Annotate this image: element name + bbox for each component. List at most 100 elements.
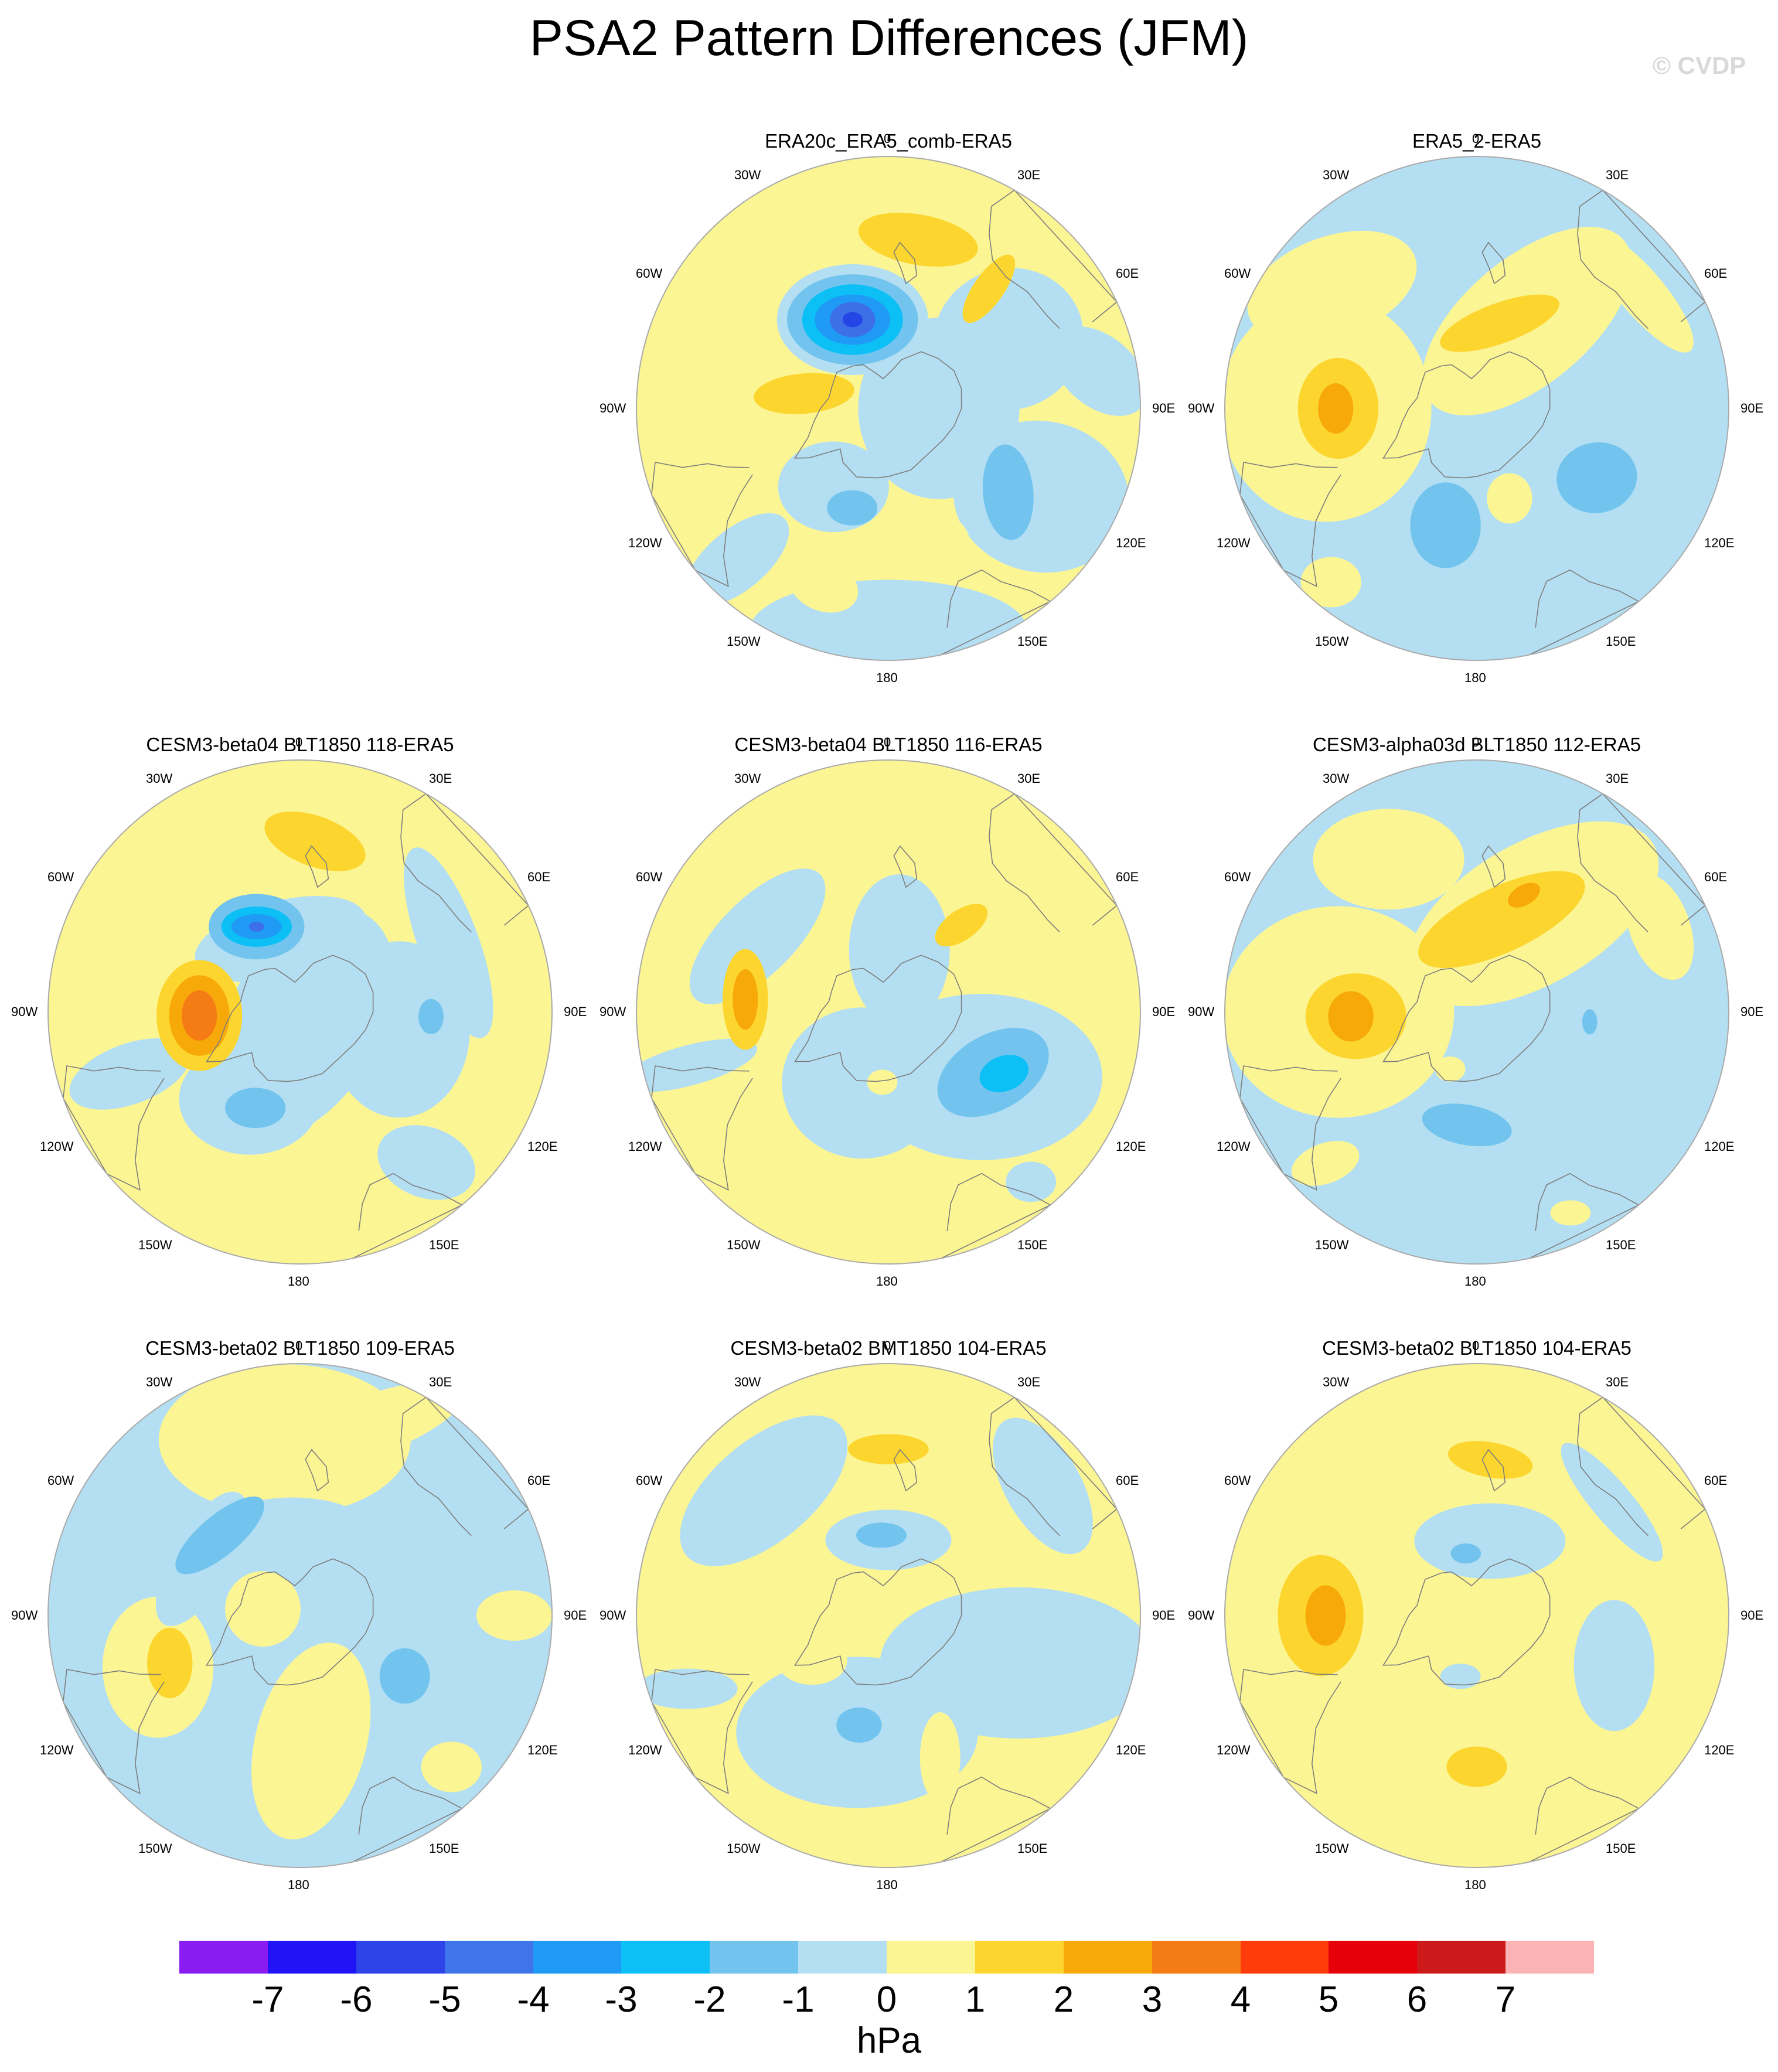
map-era5-2-era5 xyxy=(1225,156,1729,660)
contour-neg1 xyxy=(1414,1503,1566,1579)
longitude-label: 120W xyxy=(1217,536,1251,550)
antarctica-coast xyxy=(1382,1558,1551,1686)
longitude-label: 120W xyxy=(40,1139,74,1154)
contour-pos1 xyxy=(776,1634,847,1685)
longitude-label: 180 xyxy=(1464,1877,1486,1892)
contour-pos1 xyxy=(1300,557,1361,608)
contour-pos1 xyxy=(789,559,859,613)
contour-neg1 xyxy=(684,513,789,607)
longitude-label: 0 xyxy=(295,735,303,749)
australia-coast xyxy=(989,189,1118,329)
longitude-label: 60E xyxy=(527,1473,551,1488)
colorbar-swatch xyxy=(533,1941,622,1974)
longitude-label: 120E xyxy=(1116,1139,1146,1154)
contour-neg2 xyxy=(225,1088,286,1129)
colorbar-tick-label: -7 xyxy=(251,1979,284,2020)
south-america-coast xyxy=(651,1065,753,1191)
contour-neg1 xyxy=(1561,1443,1663,1562)
longitude-label: 30E xyxy=(1606,1375,1629,1389)
longitude-label: 60W xyxy=(636,870,663,884)
longitude-label: 90W xyxy=(1188,1608,1215,1623)
contour-pos1 xyxy=(251,1642,371,1840)
map-cesm3-beta04-blt1850-118-era5 xyxy=(48,760,552,1264)
longitude-label: 150E xyxy=(1606,1238,1636,1252)
longitude-label: 180 xyxy=(288,1274,309,1289)
contour-neg1 xyxy=(636,1038,758,1092)
colorbar-swatch xyxy=(1505,1941,1594,1974)
longitude-label: 150E xyxy=(429,1238,459,1252)
longitude-label: 120W xyxy=(628,1139,662,1154)
colorbar-tick-label: 0 xyxy=(876,1979,897,2020)
australia-coast xyxy=(1577,1396,1706,1536)
longitude-label: 0 xyxy=(1472,131,1480,146)
new-zealand-coast xyxy=(305,1449,329,1492)
colorbar-swatch xyxy=(887,1941,975,1974)
longitude-label: 60E xyxy=(527,870,551,884)
panel-title: CESM3-beta02 BLT1850 109-ERA5 xyxy=(145,1337,455,1359)
colorbar-swatch xyxy=(1417,1941,1506,1974)
map-cesm3-beta02-bmt1850-104-era5 xyxy=(636,1364,1140,1867)
longitude-label: 120W xyxy=(628,1743,662,1757)
australia-coast xyxy=(400,793,529,933)
longitude-label: 0 xyxy=(1472,735,1480,749)
contour-neg6 xyxy=(842,312,863,328)
contour-pos1 xyxy=(1313,809,1464,910)
contour-pos1 xyxy=(1487,473,1532,524)
colorbar-tick-label: -5 xyxy=(428,1979,461,2020)
panel-title: CESM3-beta02 BLT1850 104-ERA5 xyxy=(1322,1337,1631,1359)
longitude-label: 60E xyxy=(1116,1473,1139,1488)
contour-neg2 xyxy=(1450,1543,1481,1564)
contour-neg1 xyxy=(680,1415,848,1566)
antarctica-coast xyxy=(794,1558,962,1686)
longitude-label: 120E xyxy=(527,1139,558,1154)
contour-neg2 xyxy=(856,1522,907,1548)
africa-coast xyxy=(941,569,1052,656)
longitude-label: 90E xyxy=(1152,1608,1176,1623)
contour-neg1 xyxy=(880,1587,1140,1739)
antarctica-coast xyxy=(794,351,962,479)
colorbar-tick-label: -2 xyxy=(693,1979,726,2020)
colorbar-swatch xyxy=(975,1941,1064,1974)
africa-coast xyxy=(352,1173,464,1259)
longitude-label: 0 xyxy=(884,735,891,749)
longitude-label: 60W xyxy=(47,1473,74,1488)
contour-pos2 xyxy=(858,213,978,267)
figure-title: PSA2 Pattern Differences (JFM) xyxy=(529,10,1249,66)
longitude-label: 90W xyxy=(1188,1004,1215,1019)
longitude-label: 30E xyxy=(1017,771,1041,786)
colorbar-tick-label: 6 xyxy=(1406,1979,1428,2020)
longitude-label: 150W xyxy=(727,634,761,649)
south-america-coast xyxy=(63,1065,165,1191)
longitude-label: 120E xyxy=(1116,536,1146,550)
contour-neg2 xyxy=(836,1707,882,1743)
longitude-label: 30E xyxy=(1606,168,1629,182)
contour-neg1 xyxy=(636,1668,738,1709)
longitude-label: 150E xyxy=(429,1841,459,1856)
colorbar-tick-label: 1 xyxy=(965,1979,986,2020)
longitude-label: 60E xyxy=(1704,266,1728,281)
colorbar-swatch xyxy=(1063,1941,1152,1974)
longitude-label: 90E xyxy=(564,1608,587,1623)
map-boundary xyxy=(47,1363,553,1868)
contour-neg1 xyxy=(1656,383,1726,434)
colorbar-swatch xyxy=(1240,1941,1329,1974)
panel-title: CESM3-beta04 BLT1850 116-ERA5 xyxy=(734,734,1043,755)
longitude-label: 120E xyxy=(527,1743,558,1757)
contour-pos1 xyxy=(1291,1141,1360,1186)
map-boundary xyxy=(636,759,1141,1265)
contour-neg3 xyxy=(979,1055,1029,1092)
longitude-label: 90E xyxy=(1152,401,1176,415)
contour-neg1 xyxy=(1051,326,1140,416)
australia-coast xyxy=(1577,189,1706,329)
longitude-label: 150W xyxy=(1315,1841,1349,1856)
longitude-label: 150W xyxy=(727,1841,761,1856)
africa-coast xyxy=(1529,569,1640,656)
longitude-label: 180 xyxy=(288,1877,309,1892)
colorbar-tick-label: -6 xyxy=(340,1979,373,2020)
contour-neg1 xyxy=(377,1125,475,1200)
contour-pos1 xyxy=(867,1069,898,1095)
new-zealand-coast xyxy=(1481,845,1506,888)
contour-pos3 xyxy=(1508,882,1540,908)
longitude-label: 180 xyxy=(1464,1274,1486,1289)
contour-pos2 xyxy=(935,904,988,947)
